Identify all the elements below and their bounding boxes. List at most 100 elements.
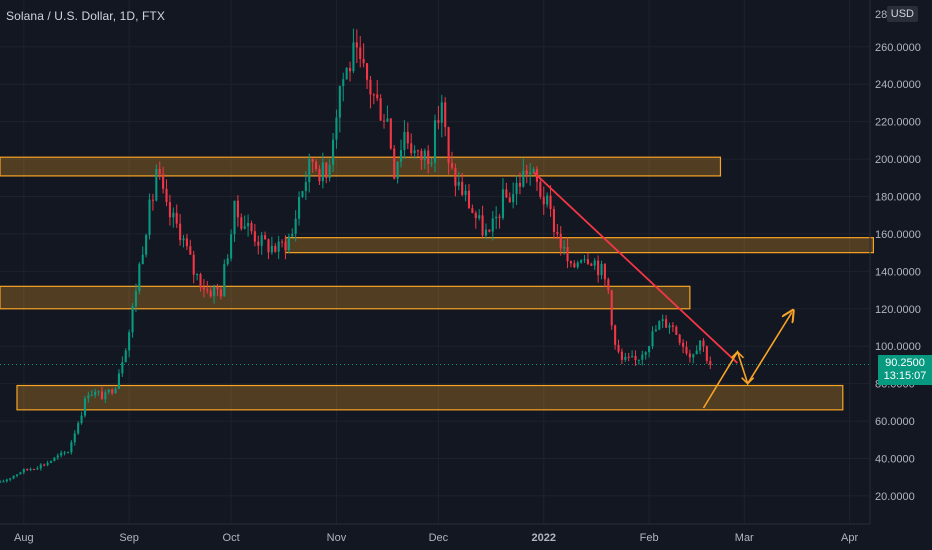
candle-body xyxy=(36,468,39,470)
candle-body xyxy=(610,290,613,326)
candle-body xyxy=(379,98,382,121)
time-tick-label: 2022 xyxy=(532,532,556,544)
candle-body xyxy=(644,352,647,355)
bar-countdown: 13:15:07 xyxy=(883,370,927,383)
time-tick-label: Nov xyxy=(327,532,347,544)
candle-body xyxy=(393,148,396,179)
candle-body xyxy=(2,481,5,483)
arrow-head xyxy=(730,350,745,359)
candle-body xyxy=(617,344,620,352)
candle-body xyxy=(284,241,287,250)
candle-body xyxy=(508,197,511,203)
candle-body xyxy=(236,200,239,218)
candle-body xyxy=(335,117,338,140)
candle-body xyxy=(705,346,708,361)
candle-body xyxy=(240,217,243,229)
candle-body xyxy=(447,127,450,163)
candle-body xyxy=(620,351,623,360)
currency-badge[interactable]: USD xyxy=(886,6,918,22)
candle-body xyxy=(450,162,454,168)
candle-body xyxy=(26,468,29,470)
candle-body xyxy=(114,388,117,394)
candle-body xyxy=(423,150,426,161)
candle-body xyxy=(73,433,76,443)
candle-body xyxy=(66,452,70,454)
candle-body xyxy=(19,472,22,475)
candle-body xyxy=(226,258,229,265)
arrow-head xyxy=(741,377,755,385)
candle-body xyxy=(141,254,144,265)
candle-body xyxy=(440,102,443,123)
candle-body xyxy=(563,247,566,249)
candle-body xyxy=(515,182,518,195)
candle-body xyxy=(539,181,542,197)
trendline xyxy=(532,171,739,364)
candle-body xyxy=(39,464,42,469)
candle-body xyxy=(634,356,637,361)
candle-body xyxy=(9,478,12,480)
candle-body xyxy=(315,161,318,170)
candle-body xyxy=(573,263,576,268)
candle-body xyxy=(189,246,192,255)
candle-body xyxy=(342,79,345,87)
chart-title: Solana / U.S. Dollar, 1D, FTX xyxy=(6,9,165,23)
candle-body xyxy=(56,455,59,458)
candle-body xyxy=(264,235,267,240)
candle-body xyxy=(111,389,114,394)
plot-background xyxy=(0,0,870,524)
candle-body xyxy=(580,260,583,263)
price-tick-label: 40.0000 xyxy=(875,454,915,466)
candle-body xyxy=(369,79,372,95)
candle-body xyxy=(444,102,447,128)
candle-body xyxy=(80,415,83,424)
candle-body xyxy=(230,234,233,259)
projection-arrow xyxy=(702,313,792,409)
candle-body xyxy=(457,181,460,186)
candle-body xyxy=(464,190,467,195)
candle-body xyxy=(491,218,494,232)
candle-body xyxy=(362,58,365,64)
candle-body xyxy=(512,194,515,203)
time-tick-label: Aug xyxy=(14,532,34,544)
candle-body xyxy=(87,395,90,399)
candle-body xyxy=(648,346,651,353)
candle-body xyxy=(128,332,131,351)
time-axis[interactable]: Aug Sep Oct Nov Dec 2022 Feb Mar Apr xyxy=(14,532,859,544)
candle-body xyxy=(277,241,280,252)
candle-body xyxy=(216,286,219,290)
candle-body xyxy=(678,334,681,343)
price-axis[interactable]: 20.000040.000060.000080.0000100.0000120.… xyxy=(875,9,921,503)
candle-body xyxy=(22,468,25,473)
time-tick-label: Sep xyxy=(119,532,139,544)
last-price-value: 90.2500 xyxy=(885,357,925,370)
candle-body xyxy=(654,329,657,332)
candle-body xyxy=(179,223,182,241)
candle-body xyxy=(478,215,481,219)
candle-body xyxy=(614,325,617,345)
candle-body xyxy=(403,131,406,150)
candle-body xyxy=(281,241,284,243)
candle-body xyxy=(685,346,688,354)
candle-body xyxy=(637,359,640,361)
candle-body xyxy=(162,174,165,189)
candle-body xyxy=(433,120,437,163)
candle-body xyxy=(495,216,498,219)
candle-body xyxy=(253,231,256,242)
candle-body xyxy=(83,398,87,416)
candle-body xyxy=(542,196,545,205)
price-tick-label: 240.0000 xyxy=(875,79,921,91)
candle-body xyxy=(199,274,202,288)
candle-body xyxy=(311,158,314,162)
candle-body xyxy=(338,86,341,118)
candle-body xyxy=(675,326,678,335)
candle-body xyxy=(192,254,195,275)
candle-body xyxy=(158,168,161,175)
candle-body xyxy=(165,188,168,203)
candle-body xyxy=(267,239,270,253)
candle-body xyxy=(556,231,559,234)
candle-body xyxy=(206,289,209,291)
candle-body xyxy=(386,118,389,122)
candle-body xyxy=(104,392,107,400)
candle-body xyxy=(29,469,32,471)
